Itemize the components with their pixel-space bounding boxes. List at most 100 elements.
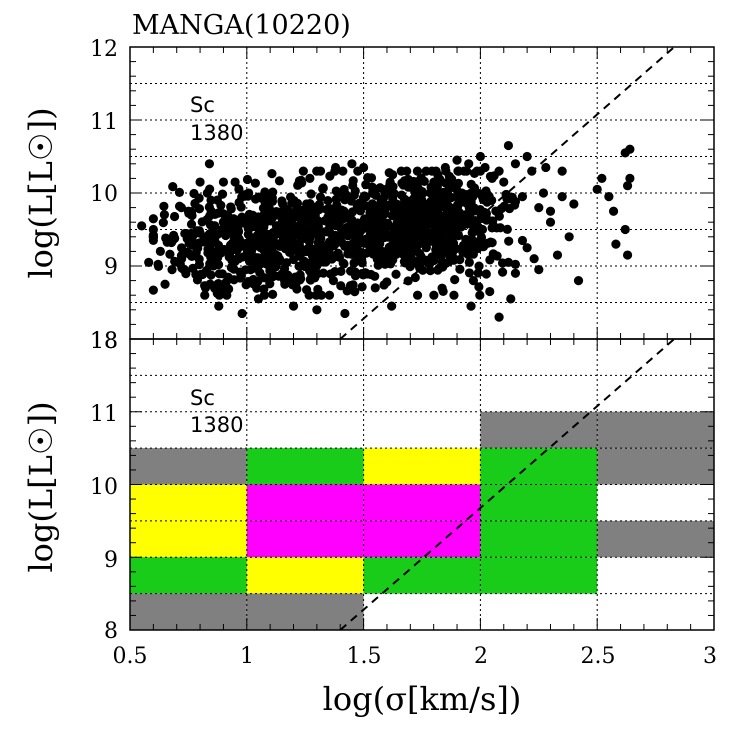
scatter-point: [223, 272, 233, 282]
scatter-point: [440, 162, 450, 173]
scatter-point: [522, 243, 532, 253]
scatter-point: [217, 189, 228, 199]
scatter-point: [288, 254, 299, 265]
scatter-point: [529, 254, 539, 264]
scatter-point: [302, 285, 312, 295]
scatter-point: [608, 206, 619, 216]
scatter-point: [370, 271, 380, 281]
scatter-point: [359, 269, 369, 279]
scatter-point: [312, 252, 322, 262]
scatter-point: [288, 224, 298, 234]
scatter-point: [403, 182, 414, 192]
scatter-point: [265, 279, 275, 289]
scatter-point: [327, 254, 337, 264]
heatmap-cell: [363, 448, 481, 485]
scatter-point: [336, 281, 346, 291]
x-tick-label: 2.5: [581, 644, 616, 669]
heatmap-cell: [597, 411, 714, 449]
scatter-point: [375, 183, 385, 193]
scatter-point: [237, 308, 247, 319]
scatter-point: [306, 189, 316, 199]
scatter-point: [361, 234, 371, 244]
scatter-points: [137, 140, 635, 322]
scatter-point: [251, 214, 261, 224]
scatter-point: [431, 230, 441, 241]
scatter-point: [237, 212, 247, 222]
scatter-point: [274, 176, 285, 186]
scatter-point: [206, 270, 216, 280]
scatter-point: [494, 312, 504, 322]
scatter-point: [573, 276, 584, 286]
scatter-point: [148, 224, 158, 235]
scatter-point: [504, 194, 514, 204]
heatmap-cell: [246, 484, 364, 521]
scatter-point: [264, 203, 274, 213]
scatter-point: [415, 203, 426, 213]
scatter-point: [497, 267, 508, 277]
scatter-point: [174, 187, 185, 197]
heatmap-cell: [130, 593, 247, 630]
heatmap-cell: [130, 484, 247, 521]
scatter-point: [445, 251, 455, 261]
scatter-point: [534, 203, 544, 213]
scatter-point: [405, 196, 415, 206]
scatter-point: [429, 199, 439, 209]
scatter-point: [510, 259, 521, 269]
scatter-point: [366, 173, 377, 183]
scatter-point: [318, 183, 328, 193]
scatter-point: [310, 210, 320, 220]
scatter-point: [480, 162, 490, 173]
scatter-point: [347, 159, 357, 169]
scatter-point: [144, 257, 154, 267]
scatter-point: [244, 188, 254, 198]
heatmap-cell: [363, 484, 481, 521]
scatter-point: [407, 235, 417, 245]
scatter-point: [468, 249, 478, 259]
bottom-y-tick-label: 10: [90, 475, 118, 500]
scatter-point: [387, 301, 397, 311]
heatmap-cell: [363, 557, 481, 594]
scatter-point: [208, 222, 219, 232]
scatter-point: [625, 144, 635, 154]
scatter-point: [191, 269, 201, 280]
scatter-point: [510, 268, 521, 278]
scatter-point: [341, 190, 351, 200]
scatter-point: [448, 241, 459, 251]
scatter-point: [148, 285, 158, 295]
scatter-point: [294, 249, 305, 259]
scatter-point: [213, 279, 223, 289]
scatter-point: [148, 232, 158, 242]
scatter-point: [338, 166, 348, 176]
scatter-point: [220, 284, 230, 294]
scatter-point: [438, 286, 448, 296]
scatter-point: [396, 166, 406, 176]
scatter-point: [271, 258, 281, 268]
scatter-point: [202, 188, 212, 198]
scatter-point: [557, 192, 567, 202]
scatter-point: [373, 232, 383, 242]
scatter-point: [324, 290, 335, 300]
scatter-point: [222, 212, 232, 223]
scatter-point: [510, 159, 521, 169]
scatter-point: [451, 216, 461, 226]
scatter-point: [391, 249, 401, 259]
scatter-point: [517, 192, 528, 202]
scatter-point: [326, 241, 336, 252]
scatter-point: [223, 246, 234, 256]
scatter-point: [358, 200, 368, 210]
scatter-point: [622, 181, 633, 191]
scatter-point: [466, 179, 476, 189]
bottom-y-tick-label: 9: [104, 548, 118, 573]
scatter-point: [213, 260, 224, 270]
scatter-point: [328, 215, 338, 225]
scatter-point: [339, 259, 349, 269]
scatter-point: [230, 177, 240, 187]
scatter-point: [159, 210, 169, 220]
heatmap-cell: [597, 448, 714, 485]
scatter-point: [366, 207, 376, 217]
scatter-point: [611, 239, 621, 249]
heatmap-cell: [480, 520, 598, 558]
scatter-point: [433, 223, 443, 234]
scatter-point: [376, 220, 386, 230]
scatter-point: [458, 212, 468, 223]
